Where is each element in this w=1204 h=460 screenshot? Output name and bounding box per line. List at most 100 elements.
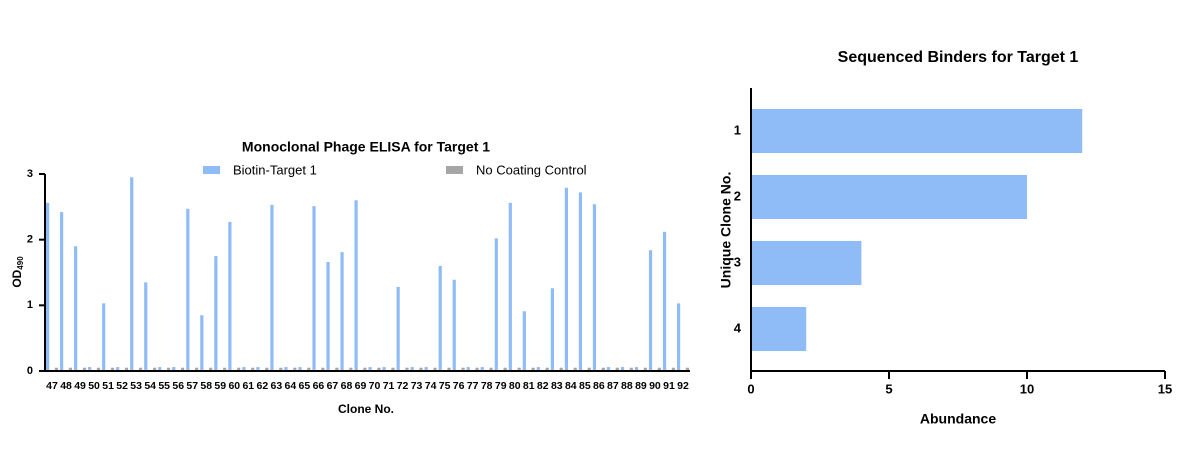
y-tick-label: 2	[734, 188, 741, 203]
x-tick-label: 81	[523, 380, 535, 392]
chart-title: Sequenced Binders for Target 1	[838, 49, 1079, 66]
bar	[573, 367, 577, 371]
bar	[751, 307, 807, 351]
bar	[377, 367, 381, 371]
bar	[223, 367, 227, 371]
bar	[550, 288, 554, 371]
x-tick-label: 56	[172, 380, 184, 392]
bar	[279, 367, 283, 371]
x-tick-label: 82	[537, 380, 549, 392]
x-tick-label: 15	[1158, 381, 1172, 396]
bar	[340, 252, 344, 371]
y-axis-label-main: OD	[10, 269, 24, 287]
bar	[751, 241, 862, 285]
bar	[447, 367, 451, 371]
bar	[54, 367, 59, 371]
x-tick-label: 92	[677, 380, 689, 392]
y-axis-label: OD490	[10, 256, 25, 288]
bar	[671, 367, 675, 371]
bar	[209, 367, 213, 371]
bar	[195, 367, 199, 371]
bar	[461, 367, 465, 371]
bar	[648, 250, 653, 371]
bar	[96, 367, 101, 371]
bar	[144, 282, 148, 371]
bar	[74, 246, 78, 371]
x-tick-label: 71	[383, 380, 395, 392]
bar	[433, 367, 437, 371]
bar	[391, 367, 395, 371]
bar	[68, 367, 73, 371]
x-tick-label: 67	[327, 380, 339, 392]
bar	[452, 279, 456, 371]
bar	[634, 367, 639, 371]
bar	[657, 367, 661, 371]
x-axis-label: Abundance	[920, 411, 996, 427]
y-tick-label: 1	[27, 299, 33, 311]
y-tick-label: 4	[734, 320, 742, 335]
x-tick-label: 61	[242, 380, 254, 392]
y-tick-label: 0	[27, 365, 33, 377]
x-tick-label: 89	[635, 380, 647, 392]
x-tick-label: 90	[649, 380, 661, 392]
bar	[424, 367, 428, 371]
bar	[158, 367, 162, 371]
bar	[256, 367, 260, 371]
bar	[307, 367, 311, 371]
x-tick-label: 77	[467, 380, 479, 392]
bar	[517, 367, 521, 371]
bar	[531, 367, 535, 371]
bar	[186, 208, 190, 371]
x-tick-label: 5	[885, 381, 892, 396]
bar	[251, 367, 255, 371]
bar	[82, 367, 87, 371]
chart-title: Monoclonal Phage ELISA for Target 1	[242, 139, 490, 155]
bar	[643, 367, 647, 371]
bar	[396, 286, 400, 371]
bar	[284, 367, 288, 371]
bar	[559, 367, 563, 371]
x-tick-label: 63	[271, 380, 283, 392]
x-tick-label: 79	[495, 380, 507, 392]
bar	[592, 204, 597, 371]
x-tick-label: 87	[607, 380, 619, 392]
bar	[242, 367, 246, 371]
x-tick-label: 60	[228, 380, 240, 392]
y-tick-label: 3	[27, 168, 33, 180]
bar	[349, 367, 353, 371]
y-axis-label: Unique Clone No.	[718, 172, 734, 289]
y-tick-label: 3	[734, 254, 741, 269]
bar	[480, 367, 484, 371]
y-tick-label: 1	[734, 122, 741, 137]
bar	[503, 367, 507, 371]
bar	[508, 202, 512, 371]
legend-label: No Coating Control	[476, 162, 587, 177]
bar	[270, 204, 274, 371]
bar	[545, 367, 549, 371]
bar	[751, 175, 1027, 219]
bar	[181, 367, 185, 371]
bar	[368, 367, 372, 371]
x-tick-label: 52	[116, 380, 128, 392]
x-tick-label: 47	[46, 380, 58, 392]
x-tick-label: 83	[551, 380, 563, 392]
x-tick-label: 54	[144, 380, 156, 392]
x-tick-label: 69	[355, 380, 367, 392]
bar	[489, 367, 493, 371]
bar	[326, 261, 330, 371]
bar	[298, 367, 302, 371]
bar	[475, 367, 479, 371]
bar	[751, 109, 1083, 153]
bar	[152, 367, 157, 371]
bar	[102, 303, 106, 371]
legend-swatch	[203, 166, 220, 174]
bar	[293, 367, 297, 371]
bar	[335, 367, 339, 371]
x-tick-label: 88	[621, 380, 633, 392]
bar	[237, 367, 241, 371]
bar	[116, 367, 120, 371]
x-tick-label: 74	[425, 380, 437, 392]
x-tick-label: 65	[299, 380, 311, 392]
x-tick-label: 72	[397, 380, 409, 392]
bar	[382, 367, 386, 371]
